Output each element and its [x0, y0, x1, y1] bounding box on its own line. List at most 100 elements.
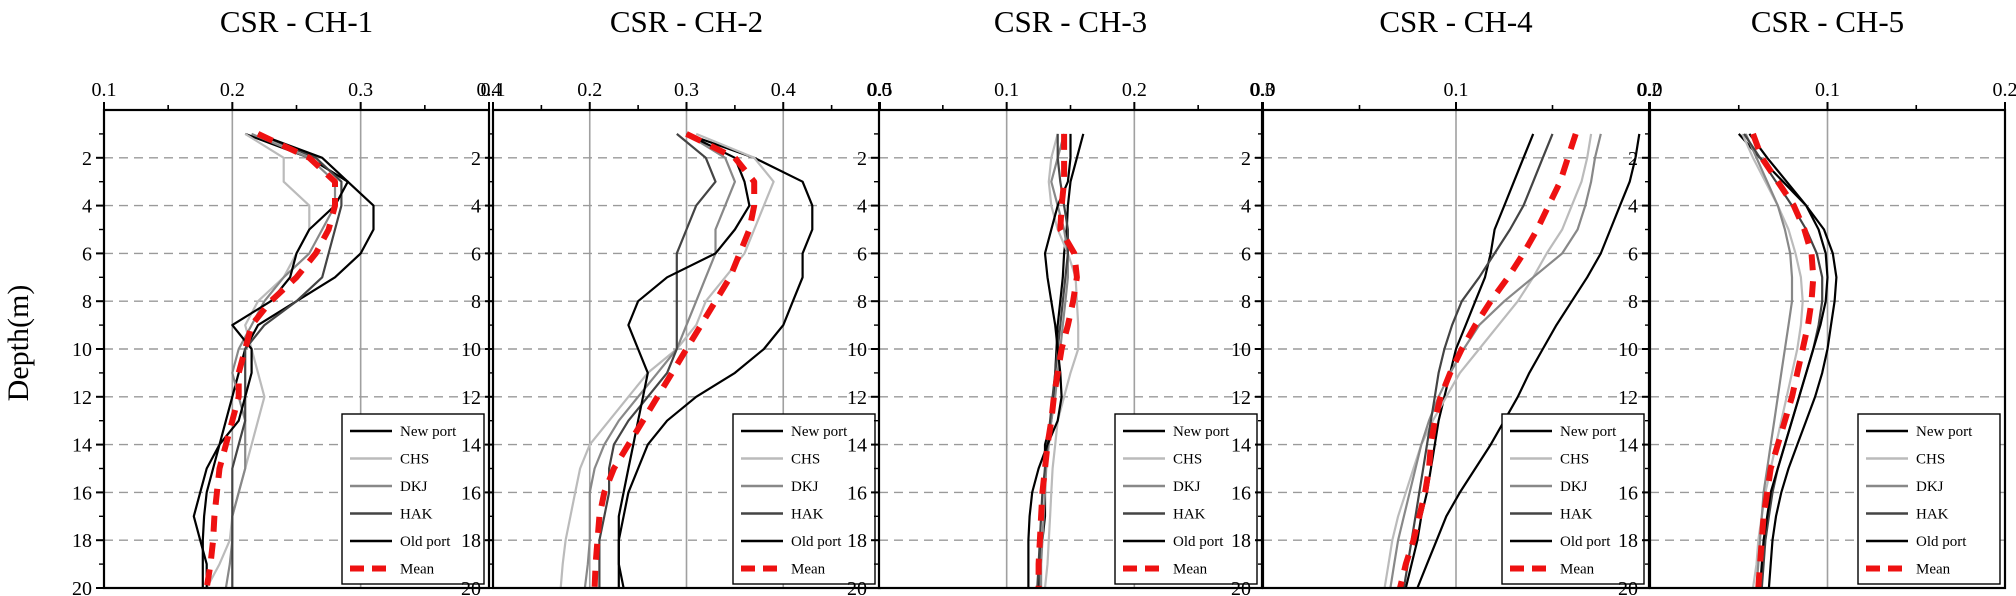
y-tick-label: 2	[82, 148, 92, 170]
x-tick-label: 0.1	[994, 79, 1019, 101]
x-tick-label: 0.3	[1250, 79, 1275, 101]
y-tick-label: 2	[1628, 148, 1638, 170]
x-tick-label: 0.2	[1637, 79, 1662, 101]
y-tick-label: 8	[857, 291, 867, 313]
y-tick-label: 12	[1231, 387, 1251, 409]
series-line-chs	[1383, 133, 1593, 589]
legend-label: CHS	[1173, 452, 1202, 468]
y-tick-label: 4	[82, 196, 92, 218]
legend-label: CHS	[400, 452, 429, 468]
series-line-chs	[1043, 133, 1080, 589]
y-tick-label: 12	[847, 387, 867, 409]
y-tick-label: 10	[1618, 339, 1638, 361]
panel-1: CSR - CH-10.1 0.2 0.3 0.42468101214161820Ne…	[72, 4, 502, 596]
panel-title: CSR - CH-1	[220, 4, 373, 39]
legend-label: DKJ	[1916, 479, 1944, 495]
legend-label: Mean	[1173, 562, 1208, 578]
panel-2: CSR - CH-2 0.1 0.2 0.3 0.4 0.5 2 4 6 8 10 12 14 16 18 2…	[461, 4, 893, 596]
legend-label: Old port	[400, 534, 451, 550]
legend-label: New port	[400, 424, 457, 440]
y-tick-label: 4	[857, 196, 867, 218]
legend: New port CHS DKJ HAK Old port Mean	[341, 413, 485, 585]
y-tick-label: 14	[1231, 435, 1251, 457]
y-tick-label: 12	[461, 387, 481, 409]
y-tick-label: 2	[1241, 148, 1251, 170]
x-tick-label: 0.2	[1993, 79, 2016, 101]
legend-label: Old port	[1173, 534, 1224, 550]
y-tick-label: 10	[1231, 339, 1251, 361]
y-tick-label: 16	[72, 482, 92, 504]
series-line-mean	[203, 131, 338, 589]
legend-label: Old port	[1916, 534, 1967, 550]
panels: CSR - CH-1 0.1 0.2 0.3 0.4 2 4 6 8 10 12 14 16 18 20 Ne…	[72, 4, 2016, 596]
y-tick-label: 8	[471, 291, 481, 313]
y-tick-label: 6	[1628, 243, 1638, 265]
y-tick-label: 14	[461, 435, 481, 457]
legend-label: New port	[791, 424, 848, 440]
series-line-old-port	[1748, 133, 1829, 589]
y-tick-label: 6	[82, 243, 92, 265]
y-tick-label: 20	[1618, 578, 1638, 596]
legend-label: New port	[1173, 424, 1230, 440]
legend-label: DKJ	[1560, 479, 1588, 495]
y-tick-label: 2	[471, 148, 481, 170]
legend: New port CHS DKJ HAK Old port Mean	[1501, 413, 1645, 585]
y-tick-label: 20	[461, 578, 481, 596]
x-tick-label: 0.1	[1815, 79, 1840, 101]
legend-label: Old port	[791, 534, 842, 550]
series-line-hak	[1402, 133, 1554, 589]
legend-box	[1114, 413, 1258, 585]
y-tick-label: 14	[847, 435, 867, 457]
x-tick-label: 0.1	[1444, 79, 1469, 101]
y-tick-label: 14	[72, 435, 92, 457]
legend-label: DKJ	[791, 479, 819, 495]
series-line-hak	[231, 132, 343, 588]
series-line-dkj	[583, 132, 737, 589]
x-tick-label: 0.4	[771, 79, 796, 101]
series-line-mean	[1750, 132, 1817, 589]
panel-title: CSR - CH-5	[1751, 4, 1904, 39]
y-tick-label: 14	[1618, 435, 1638, 457]
legend-label: CHS	[791, 452, 820, 468]
y-tick-label: 16	[461, 482, 481, 504]
y-tick-label: 12	[1618, 387, 1638, 409]
y-tick-label: 4	[471, 196, 481, 218]
series-line-mean	[1397, 132, 1579, 589]
y-tick-label: 8	[1241, 291, 1251, 313]
series-line-chs	[559, 132, 775, 589]
legend-box	[1857, 413, 2001, 585]
x-tick-label: 0.2	[577, 79, 602, 101]
x-tick-label: 0.1	[92, 79, 117, 101]
legend-label: DKJ	[400, 479, 428, 495]
y-tick-label: 6	[471, 243, 481, 265]
y-tick-label: 20	[72, 578, 92, 596]
series-line-hak	[598, 133, 717, 588]
legend-label: DKJ	[1173, 479, 1201, 495]
legend-label: Old port	[1560, 534, 1611, 550]
y-tick-label: 4	[1241, 196, 1251, 218]
x-tick-label: 0.0	[867, 79, 892, 101]
panel-title: CSR - CH-4	[1379, 4, 1533, 39]
y-tick-label: 12	[72, 387, 92, 409]
legend-box	[1501, 413, 1645, 585]
y-tick-label: 10	[72, 339, 92, 361]
y-tick-label: 18	[847, 530, 867, 552]
y-tick-label: 6	[1241, 243, 1251, 265]
legend-label: Mean	[1560, 562, 1595, 578]
y-tick-label: 10	[847, 339, 867, 361]
legend: New port CHS DKJ HAK Old port Mean	[1857, 413, 2001, 585]
series-line-old-port	[1027, 133, 1072, 588]
x-tick-label: 0.1	[481, 79, 506, 101]
y-tick-label: 8	[1628, 291, 1638, 313]
legend-box	[341, 413, 485, 585]
y-tick-label: 16	[847, 482, 867, 504]
y-tick-label: 18	[461, 530, 481, 552]
series-line-mean	[1035, 133, 1080, 588]
legend-label: HAK	[1173, 507, 1206, 523]
panel-title: CSR - CH-3	[994, 4, 1147, 39]
y-tick-label: 18	[1618, 530, 1638, 552]
y-tick-label: 18	[1231, 530, 1251, 552]
panel-3: CSR - CH-30.0 0.1 0.2 0.32468101214161820Ne…	[847, 4, 1275, 596]
